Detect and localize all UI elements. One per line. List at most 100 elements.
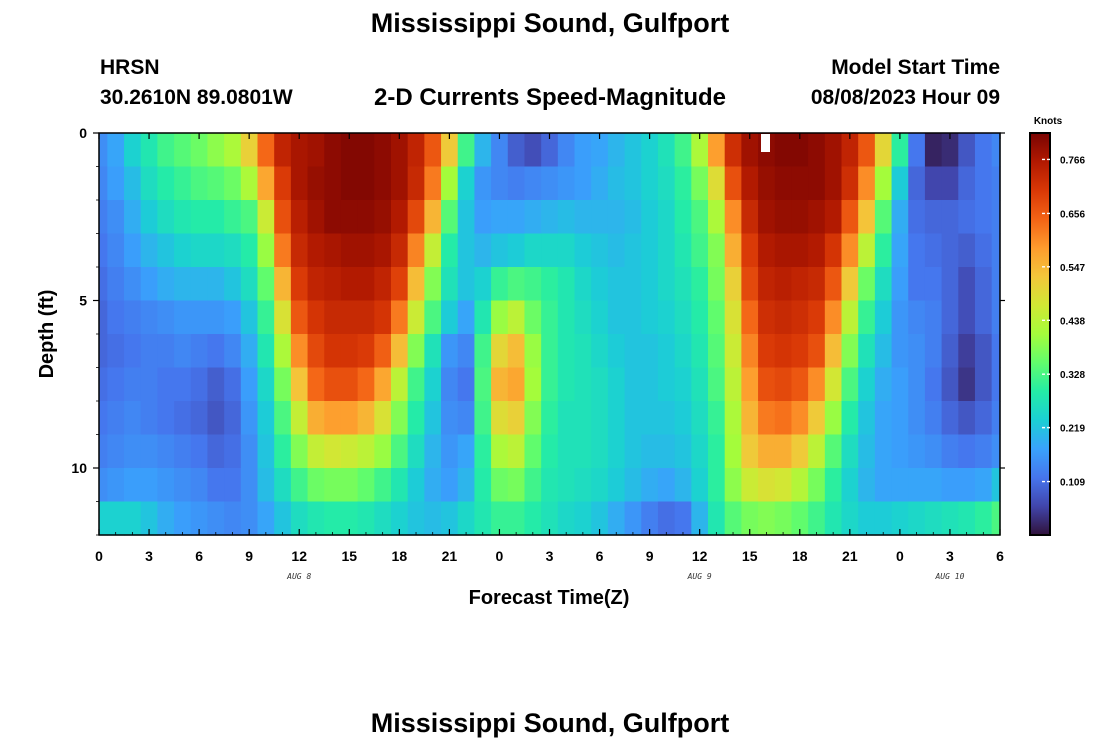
heatmap-cell <box>758 367 776 402</box>
heatmap-cell <box>157 300 175 335</box>
heatmap-cell <box>624 434 642 469</box>
heatmap-cell <box>357 434 375 469</box>
x-tick-label: 12 <box>692 548 708 564</box>
heatmap-cell <box>157 133 175 168</box>
heatmap-cell <box>941 468 959 503</box>
heatmap-cell <box>908 300 926 335</box>
heatmap-cell <box>674 200 692 235</box>
heatmap-cell <box>457 434 476 469</box>
heatmap-cell <box>507 367 526 402</box>
heatmap-cell <box>841 334 859 369</box>
heatmap-cell <box>624 468 642 503</box>
heatmap-cell <box>107 334 125 369</box>
heatmap-cell <box>741 401 759 436</box>
heatmap-cell <box>290 233 309 268</box>
heatmap-cell <box>207 166 225 201</box>
heatmap-cell <box>657 267 676 302</box>
heatmap-cell <box>190 468 209 503</box>
heatmap-cell <box>958 267 976 302</box>
heatmap-cell <box>99 300 108 335</box>
heatmap-cell <box>641 501 659 536</box>
heatmap-cell <box>541 300 559 335</box>
heatmap-cell <box>908 501 926 536</box>
heatmap-cell <box>741 334 759 369</box>
heatmap-cell <box>407 434 425 469</box>
heatmap-cell <box>991 166 1001 201</box>
heatmap-cell <box>340 434 359 469</box>
heatmap-cell <box>290 468 309 503</box>
heatmap-cell <box>758 434 776 469</box>
heatmap-cell <box>691 133 709 168</box>
heatmap-cell <box>474 434 492 469</box>
heatmap-cell <box>507 401 526 436</box>
heatmap-cell <box>858 367 876 402</box>
heatmap-cell <box>524 501 542 536</box>
heatmap-cell <box>991 133 1001 168</box>
heatmap-cell <box>557 233 576 268</box>
heatmap-cell <box>224 434 242 469</box>
heatmap-cell <box>407 200 425 235</box>
heatmap-cell <box>908 233 926 268</box>
heatmap-cell <box>974 501 993 536</box>
heatmap-cell <box>457 267 476 302</box>
heatmap-cell <box>224 267 242 302</box>
heatmap-cell <box>724 133 742 168</box>
heatmap-cell <box>240 166 259 201</box>
second-chart-title: Mississippi Sound, Gulfport <box>370 708 730 738</box>
heatmap-cell <box>724 468 742 503</box>
heatmap-cell <box>424 133 442 168</box>
heatmap-cell <box>307 166 325 201</box>
heatmap-cell <box>774 133 793 168</box>
heatmap-cell <box>507 200 526 235</box>
heatmap-cell <box>841 166 859 201</box>
heatmap-cell <box>224 501 242 536</box>
x-tick-label: 9 <box>245 548 253 564</box>
heatmap-cell <box>891 166 909 201</box>
heatmap-cell <box>307 468 325 503</box>
heatmap-cell <box>307 334 325 369</box>
heatmap-cell <box>224 401 242 436</box>
heatmap-cell <box>574 334 592 369</box>
colorbar-tick-label: 0.766 <box>1060 155 1085 166</box>
x-tick-label: 21 <box>842 548 858 564</box>
heatmap-cell <box>507 166 526 201</box>
heatmap-cell <box>691 300 709 335</box>
heatmap-cell <box>691 267 709 302</box>
heatmap-cell <box>841 133 859 168</box>
heatmap-cell <box>958 200 976 235</box>
heatmap-cell <box>774 468 793 503</box>
heatmap-cell <box>657 401 676 436</box>
heatmap-cell <box>974 367 993 402</box>
heatmap-cell <box>240 267 259 302</box>
heatmap-cell <box>390 300 409 335</box>
heatmap-cell <box>174 334 192 369</box>
heatmap-cell <box>791 133 809 168</box>
heatmap-cell <box>190 434 209 469</box>
heatmap-cell <box>607 233 626 268</box>
heatmap-cell <box>741 166 759 201</box>
heatmap-cell <box>357 200 375 235</box>
heatmap-cell <box>891 267 909 302</box>
heatmap-cell <box>808 468 826 503</box>
heatmap-cell <box>140 468 158 503</box>
heatmap-cell <box>240 401 259 436</box>
x-tick-label: 0 <box>95 548 103 564</box>
heatmap-cell <box>774 200 793 235</box>
heatmap-cell <box>591 501 609 536</box>
heatmap-cell <box>708 300 726 335</box>
heatmap-cell <box>607 468 626 503</box>
heatmap-cell <box>174 468 192 503</box>
heatmap-cell <box>858 434 876 469</box>
heatmap-cell <box>641 401 659 436</box>
heatmap-cell <box>941 300 959 335</box>
heatmap-cell <box>691 501 709 536</box>
heatmap-cell <box>841 367 859 402</box>
heatmap-cell <box>340 166 359 201</box>
heatmap-cell <box>657 468 676 503</box>
heatmap-cell <box>591 267 609 302</box>
heatmap-cell <box>407 367 425 402</box>
heatmap-cell <box>724 367 742 402</box>
heatmap-cell <box>991 468 1001 503</box>
heatmap-cell <box>207 434 225 469</box>
heatmap-cell <box>924 300 943 335</box>
